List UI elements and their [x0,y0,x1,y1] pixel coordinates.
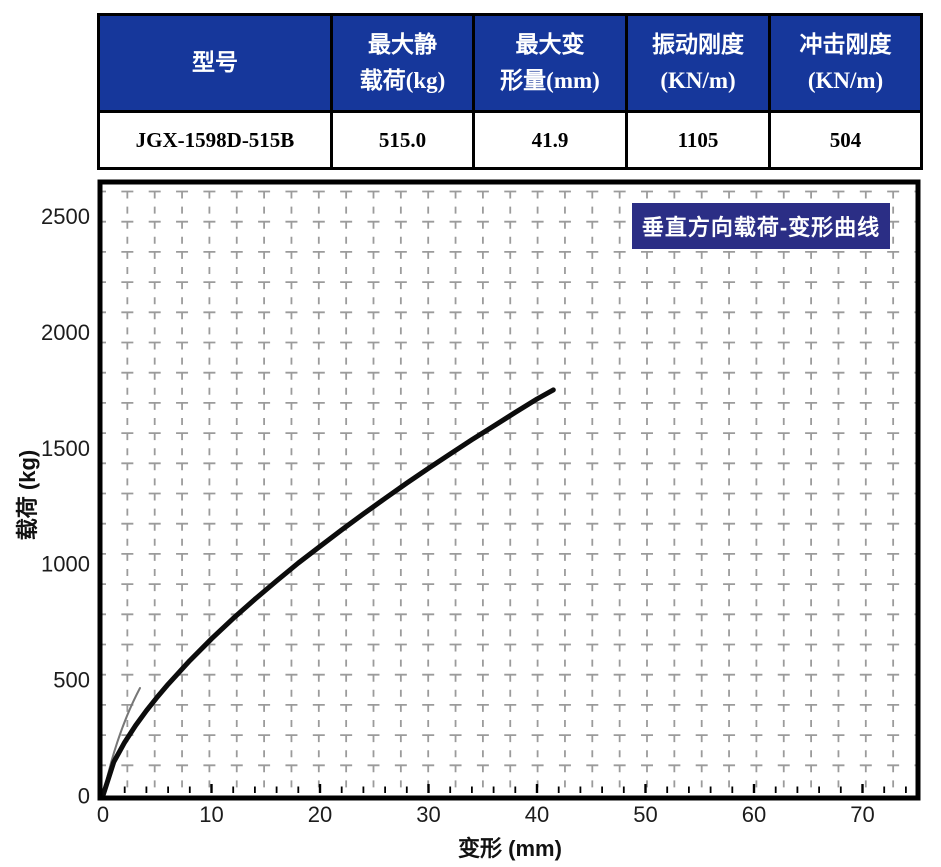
cell-max-deformation: 41.9 [472,110,628,170]
x-tick-label: 40 [525,802,549,827]
y-tick-label: 1500 [41,436,90,461]
cell-max-static-load: 515.0 [330,110,475,170]
x-axis-label: 变形 (mm) [458,836,562,861]
x-tick-label: 50 [633,802,657,827]
cell-vibration-stiffness: 1105 [625,110,771,170]
table-header-row: 型号 最大静 载荷(kg) 最大变 形量(mm) 振动刚度 (KN/m) 冲击刚… [97,13,923,113]
x-tick-label: 30 [416,802,440,827]
x-tick-label: 20 [308,802,332,827]
x-tick-label: 10 [199,802,223,827]
y-tick-label: 2500 [41,204,90,229]
col-header-vibration-stiffness: 振动刚度 (KN/m) [625,13,771,113]
table-row: JGX-1598D-515B 515.0 41.9 1105 504 [97,110,923,170]
col-header-max-deformation: 最大变 形量(mm) [472,13,628,113]
cell-impact-stiffness: 504 [768,110,923,170]
y-tick-label: 0 [78,784,90,809]
chart-title: 垂直方向载荷-变形曲线 [632,203,890,249]
plot-border [97,179,921,801]
col-header-impact-stiffness: 冲击刚度 (KN/m) [768,13,923,113]
y-tick-label: 500 [53,668,90,693]
y-axis-label: 载荷 (kg) [15,449,40,541]
x-tick-label: 0 [97,802,109,827]
col-header-model: 型号 [97,13,333,113]
load-curve [100,387,556,798]
col-header-max-static-load: 最大静 载荷(kg) [330,13,475,113]
cell-model: JGX-1598D-515B [97,110,333,170]
y-tick-label: 2000 [41,320,90,345]
y-tick-label: 1000 [41,552,90,577]
x-tick-label: 60 [742,802,766,827]
x-tick-label: 70 [850,802,874,827]
spec-table: 型号 最大静 载荷(kg) 最大变 形量(mm) 振动刚度 (KN/m) 冲击刚… [97,13,923,170]
